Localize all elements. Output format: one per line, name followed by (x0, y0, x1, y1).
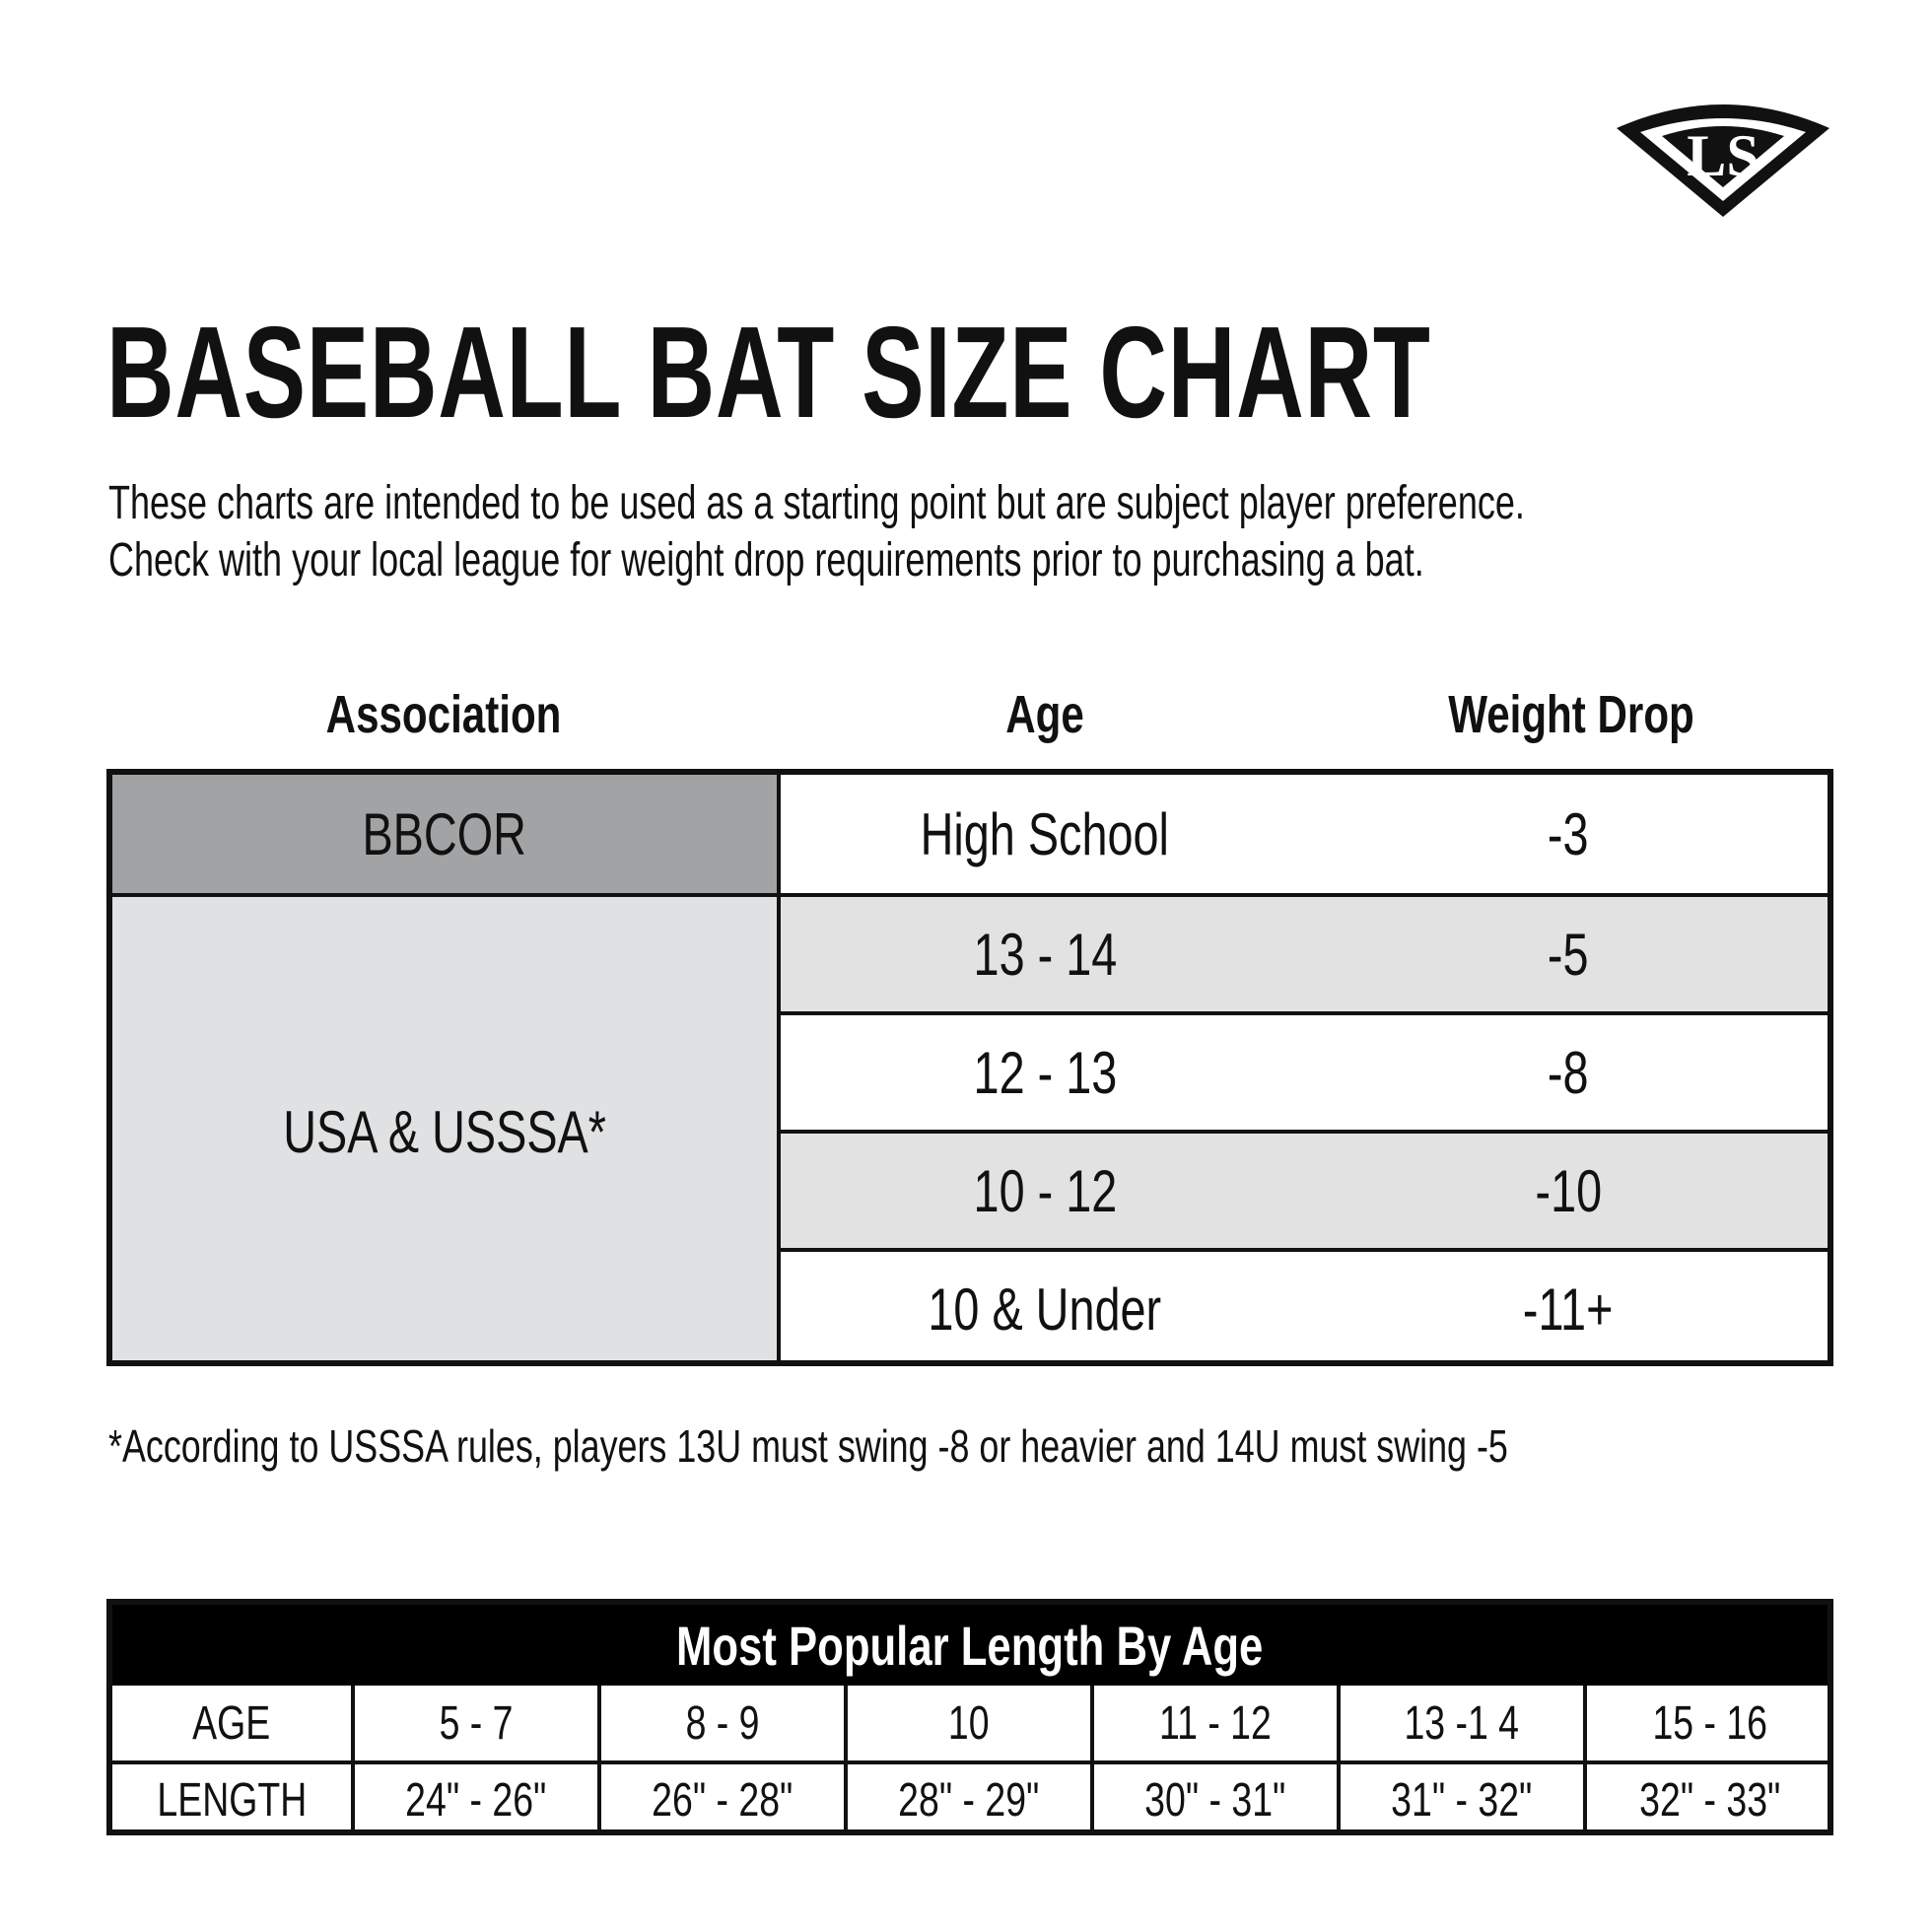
length-table-cell: 8 - 9 (601, 1686, 848, 1760)
ls-diamond-logo-icon: LS (1617, 104, 1829, 217)
length-table-cell: 11 - 12 (1094, 1686, 1341, 1760)
header-age: Age (1005, 685, 1084, 744)
length-table-cell: 32" - 33" (1587, 1760, 1828, 1829)
length-table-cell: 15 - 16 (1587, 1686, 1828, 1760)
svg-text:LS: LS (1687, 123, 1759, 188)
length-table-cell: 26" - 28" (601, 1760, 848, 1829)
footnote: *According to USSSA rules, players 13U m… (108, 1420, 1508, 1472)
intro-text: These charts are intended to be used as … (108, 475, 1525, 589)
intro-line: Check with your local league for weight … (108, 534, 1424, 586)
bat-size-table: BBCOR High School -3 USA & USSSA* 13 - 14 -5 1… (106, 769, 1833, 1366)
weight-drop-cell: -3 (1309, 775, 1828, 893)
length-table-cell: 5 - 7 (355, 1686, 601, 1760)
length-table-cell: 24" - 26" (355, 1760, 601, 1829)
age-cell: 13 - 14 (781, 893, 1309, 1011)
weight-drop-cell: -5 (1309, 893, 1828, 1011)
length-table-cell: 13 -1 4 (1341, 1686, 1587, 1760)
length-table-cell: 30" - 31" (1094, 1760, 1341, 1829)
age-cell: 10 & Under (781, 1248, 1309, 1360)
weight-drop-cell: -8 (1309, 1011, 1828, 1130)
header-association: Association (325, 685, 562, 744)
age-cell: 10 - 12 (781, 1130, 1309, 1248)
length-table-row-label: LENGTH (112, 1760, 355, 1829)
weight-drop-cell: -11+ (1309, 1248, 1828, 1360)
header-weight-drop: Weight Drop (1448, 685, 1694, 744)
association-cell: BBCOR (112, 775, 781, 893)
weight-drop-cell: -10 (1309, 1130, 1828, 1248)
length-table-cell: 10 (848, 1686, 1094, 1760)
length-table-cell: 28" - 29" (848, 1760, 1094, 1829)
age-cell: High School (781, 775, 1309, 893)
length-table-row-label: AGE (112, 1686, 355, 1760)
age-cell: 12 - 13 (781, 1011, 1309, 1130)
page-title: BASEBALL BAT SIZE CHART (106, 300, 1431, 445)
length-table-cell: 31" - 32" (1341, 1760, 1587, 1829)
association-cell: USA & USSSA* (112, 893, 781, 1360)
intro-line: These charts are intended to be used as … (108, 477, 1525, 529)
length-table-title: Most Popular Length By Age (112, 1605, 1828, 1686)
